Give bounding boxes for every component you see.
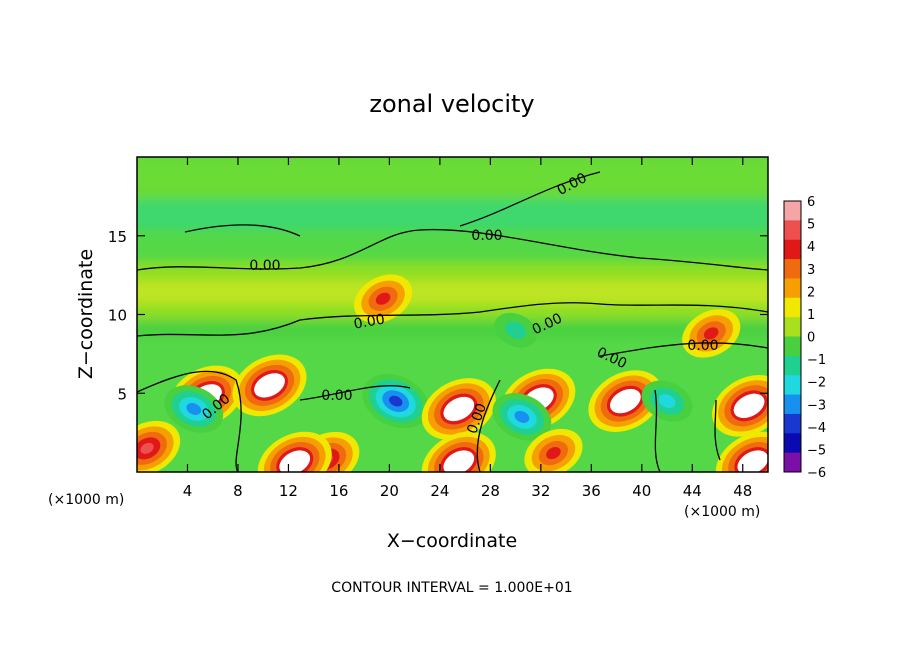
contour-label: 0.00 bbox=[249, 258, 280, 274]
colorbar-swatch bbox=[784, 375, 801, 396]
colorbar-tick-label: 1 bbox=[807, 308, 815, 323]
shading-band bbox=[137, 280, 768, 304]
zero-contour bbox=[299, 385, 411, 401]
shading-band bbox=[137, 157, 768, 197]
positive-velocity-core bbox=[712, 375, 768, 437]
colorbar-tick-label: 3 bbox=[807, 263, 815, 278]
negative-velocity-core bbox=[362, 374, 430, 429]
positive-velocity-core bbox=[257, 431, 332, 472]
positive-velocity-core bbox=[715, 431, 768, 472]
zero-contour bbox=[599, 342, 768, 357]
colorbar-swatch bbox=[784, 413, 801, 434]
zero-contour bbox=[137, 370, 242, 472]
colorbar-tick-label: −2 bbox=[807, 376, 826, 391]
colorbar-swatch bbox=[784, 239, 801, 260]
shading-band bbox=[137, 304, 768, 320]
positive-velocity-core bbox=[524, 428, 583, 472]
positive-velocity-core bbox=[588, 370, 663, 432]
colorbar-tick-label: −3 bbox=[807, 398, 826, 413]
x-axis-ticks: 4 8 12 16 20 24 28 32 36 40 44 48 bbox=[183, 157, 752, 500]
zero-contour bbox=[137, 228, 768, 271]
x-tick-label: 8 bbox=[233, 482, 243, 500]
y-tick-label: 15 bbox=[108, 228, 127, 246]
colorbar-tick-label: 6 bbox=[807, 195, 815, 210]
x-tick-label: 4 bbox=[183, 482, 193, 500]
colorbar-tick-label: −5 bbox=[807, 443, 826, 458]
colorbar-tick-label: 5 bbox=[807, 218, 815, 233]
shading-band bbox=[137, 320, 768, 338]
x-tick-label: 40 bbox=[632, 482, 651, 500]
zero-contour bbox=[459, 171, 601, 227]
negative-velocity-core bbox=[494, 312, 537, 348]
x-tick-label: 28 bbox=[481, 482, 500, 500]
x-units-left: (×1000 m) bbox=[48, 492, 124, 508]
zero-contour bbox=[184, 224, 301, 237]
positive-velocity-core bbox=[137, 420, 181, 472]
negative-velocity-core bbox=[164, 385, 224, 433]
x-tick-label: 44 bbox=[683, 482, 702, 500]
colorbar-swatch bbox=[784, 297, 801, 318]
x-tick-label: 32 bbox=[531, 482, 550, 500]
zero-contours bbox=[137, 171, 768, 472]
zero-contour bbox=[714, 399, 721, 461]
positive-velocity-core bbox=[232, 354, 307, 417]
shading-band bbox=[137, 200, 768, 230]
x-tick-label: 36 bbox=[582, 482, 601, 500]
contour-label: 0.00 bbox=[471, 228, 502, 244]
negative-velocity-core bbox=[492, 393, 552, 441]
colorbar-swatch bbox=[784, 201, 801, 221]
positive-velocity-core bbox=[353, 274, 413, 323]
colorbar-swatch bbox=[784, 355, 801, 376]
contour-label: 0.00 bbox=[321, 388, 352, 404]
colorbar-swatch bbox=[784, 433, 801, 454]
colorbar-tick-label: −1 bbox=[807, 353, 826, 368]
contour-label: 0.00 bbox=[353, 311, 386, 332]
colorbar-tick-label: −4 bbox=[807, 421, 826, 436]
colorbar-tick-label: 2 bbox=[807, 285, 815, 300]
shading-band bbox=[137, 262, 768, 280]
velocity-features bbox=[137, 274, 768, 472]
contour-interval-note: CONTOUR INTERVAL = 1.000E+01 bbox=[331, 580, 572, 596]
zero-contour bbox=[137, 302, 768, 337]
y-tick-label: 10 bbox=[108, 307, 127, 325]
y-axis-label: Z−coordinate bbox=[75, 249, 97, 379]
colorbar-tick-label: 4 bbox=[807, 240, 815, 255]
colorbar-swatch bbox=[784, 278, 801, 299]
chart-title: zonal velocity bbox=[369, 90, 534, 118]
x-tick-label: 16 bbox=[329, 482, 348, 500]
colorbar-frame bbox=[783, 200, 802, 473]
x-tick-label: 12 bbox=[279, 482, 298, 500]
negative-velocity-core bbox=[641, 380, 693, 422]
colorbar-tick-label: 0 bbox=[807, 331, 815, 346]
x-units-right: (×1000 m) bbox=[684, 504, 760, 520]
y-tick-label: 5 bbox=[117, 385, 127, 403]
colorbar-swatch bbox=[784, 336, 801, 357]
colorbar-swatch bbox=[784, 220, 801, 241]
zero-contour bbox=[476, 379, 501, 472]
plot-area bbox=[137, 157, 768, 472]
colorbar-swatch bbox=[784, 259, 801, 279]
x-tick-label: 20 bbox=[380, 482, 399, 500]
contour-label: 0.00 bbox=[687, 338, 718, 354]
positive-velocity-core bbox=[421, 378, 496, 440]
x-tick-label: 24 bbox=[430, 482, 449, 500]
zero-contour bbox=[654, 389, 661, 472]
colorbar: 6 5 4 3 2 1 0 −1 −2 −3 −4 −5 −6 bbox=[783, 195, 826, 481]
y-axis-ticks: 5 10 15 bbox=[108, 228, 768, 403]
colorbar-tick-label: −6 bbox=[807, 466, 826, 481]
x-tick-label: 48 bbox=[733, 482, 752, 500]
colorbar-swatch bbox=[784, 317, 801, 337]
x-axis-label: X−coordinate bbox=[387, 530, 517, 552]
background-bands bbox=[137, 157, 768, 338]
colorbar-swatch bbox=[784, 452, 801, 473]
colorbar-swatch bbox=[784, 394, 801, 415]
